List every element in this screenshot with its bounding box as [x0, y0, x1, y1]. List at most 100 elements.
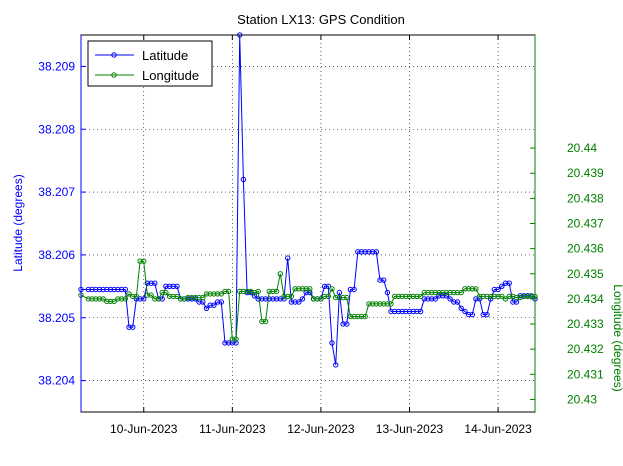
latitude-data-point — [403, 308, 409, 315]
latitude-data-point — [406, 308, 413, 315]
legend-latitude-label: Latitude — [142, 48, 188, 63]
latitude-data-point — [321, 283, 328, 289]
longitude-data-point — [200, 294, 206, 301]
latitude-data-point — [225, 340, 232, 346]
longitude-data-point — [369, 301, 376, 307]
longitude-data-point — [377, 301, 383, 307]
y-left-tick-label: 38.204 — [38, 374, 75, 388]
latitude-data-point — [222, 340, 228, 346]
latitude-data-point — [141, 296, 147, 302]
latitude-data-point — [443, 293, 450, 299]
longitude-data-point — [170, 293, 177, 300]
latitude-data-point — [211, 302, 217, 308]
latitude-data-point — [174, 283, 180, 289]
latitude-data-point — [440, 293, 446, 299]
latitude-data-point — [107, 286, 114, 293]
longitude-data-point — [285, 293, 291, 300]
y-axis-right-label: Longitude (degrees) — [611, 284, 623, 391]
longitude-data-point — [288, 293, 295, 300]
latitude-data-point — [277, 296, 283, 302]
longitude-data-point — [484, 293, 490, 300]
latitude-data-point — [299, 296, 306, 302]
latitude-data-point — [336, 289, 343, 296]
longitude-data-point — [218, 291, 225, 297]
y-right-tick-label: 20.434 — [567, 292, 604, 306]
chart-title: Station LX13: GPS Condition — [237, 12, 405, 27]
longitude-data-point — [255, 288, 261, 295]
longitude-data-point — [384, 301, 391, 307]
longitude-data-point — [329, 286, 335, 292]
longitude-data-point — [314, 296, 320, 302]
longitude-data-point — [388, 301, 394, 307]
latitude-data-point — [362, 249, 368, 255]
latitude-data-point — [506, 280, 512, 286]
longitude-data-point — [325, 293, 331, 300]
latitude-data-point — [152, 280, 158, 286]
longitude-data-point — [399, 293, 405, 300]
latitude-data-point — [347, 286, 354, 293]
longitude-data-point — [366, 301, 372, 307]
y-right-tick-label: 20.432 — [567, 342, 604, 356]
longitude-data-point — [429, 289, 435, 296]
latitude-data-point — [355, 249, 361, 255]
latitude-data-point — [499, 283, 505, 289]
longitude-data-point — [273, 288, 280, 295]
longitude-data-point — [266, 288, 272, 295]
latitude-data-point — [285, 255, 291, 261]
longitude-data-point — [185, 294, 191, 301]
longitude-data-point — [159, 289, 165, 296]
latitude-data-point — [329, 340, 335, 346]
latitude-data-point — [89, 286, 95, 293]
latitude-data-point — [451, 299, 457, 305]
y-right-tick-label: 20.435 — [567, 267, 604, 281]
longitude-data-point — [336, 294, 343, 301]
latitude-data-point — [137, 296, 143, 302]
latitude-data-point — [130, 324, 136, 330]
latitude-data-point — [85, 286, 92, 293]
latitude-data-point — [111, 286, 117, 293]
longitude-data-point — [432, 289, 438, 296]
latitude-data-point — [502, 280, 509, 286]
y-right-tick-label: 20.439 — [567, 166, 604, 180]
latitude-data-point — [392, 308, 398, 315]
x-tick-label: 13-Jun-2023 — [376, 422, 444, 436]
longitude-data-point — [321, 293, 328, 300]
y-left-tick-label: 38.208 — [38, 122, 75, 136]
longitude-data-point — [373, 301, 379, 307]
legend-longitude-marker — [111, 72, 117, 78]
latitude-data-point — [118, 286, 125, 293]
longitude-data-point — [506, 293, 512, 300]
latitude-data-point — [203, 305, 210, 311]
latitude-data-point — [351, 286, 357, 293]
longitude-data-point — [495, 293, 501, 300]
y-right-tick-label: 20.438 — [567, 191, 604, 205]
longitude-data-point — [299, 286, 306, 292]
latitude-data-point — [159, 296, 165, 302]
longitude-data-point — [214, 291, 221, 297]
plot-area — [81, 35, 535, 412]
longitude-data-point — [502, 296, 509, 302]
longitude-data-point — [381, 301, 387, 307]
latitude-data-point — [325, 283, 331, 289]
longitude-data-point — [473, 286, 479, 292]
longitude-data-point — [524, 293, 531, 300]
longitude-data-point — [480, 293, 486, 300]
longitude-data-point — [277, 271, 283, 277]
longitude-data-point — [152, 296, 158, 302]
longitude-data-point — [262, 318, 269, 325]
latitude-data-point — [462, 308, 468, 315]
latitude-data-point — [358, 249, 365, 255]
longitude-data-point — [454, 289, 461, 296]
longitude-data-point — [351, 313, 357, 320]
latitude-data-point — [465, 311, 472, 318]
longitude-data-point — [174, 293, 180, 300]
longitude-data-point — [395, 293, 402, 300]
longitude-data-point — [196, 294, 202, 301]
longitude-data-point — [89, 296, 95, 302]
longitude-data-point — [237, 288, 243, 295]
latitude-data-point — [292, 299, 298, 305]
longitude-data-point — [259, 318, 265, 325]
longitude-data-point — [296, 286, 302, 292]
longitude-data-point — [491, 293, 498, 300]
longitude-data-point — [203, 291, 210, 297]
